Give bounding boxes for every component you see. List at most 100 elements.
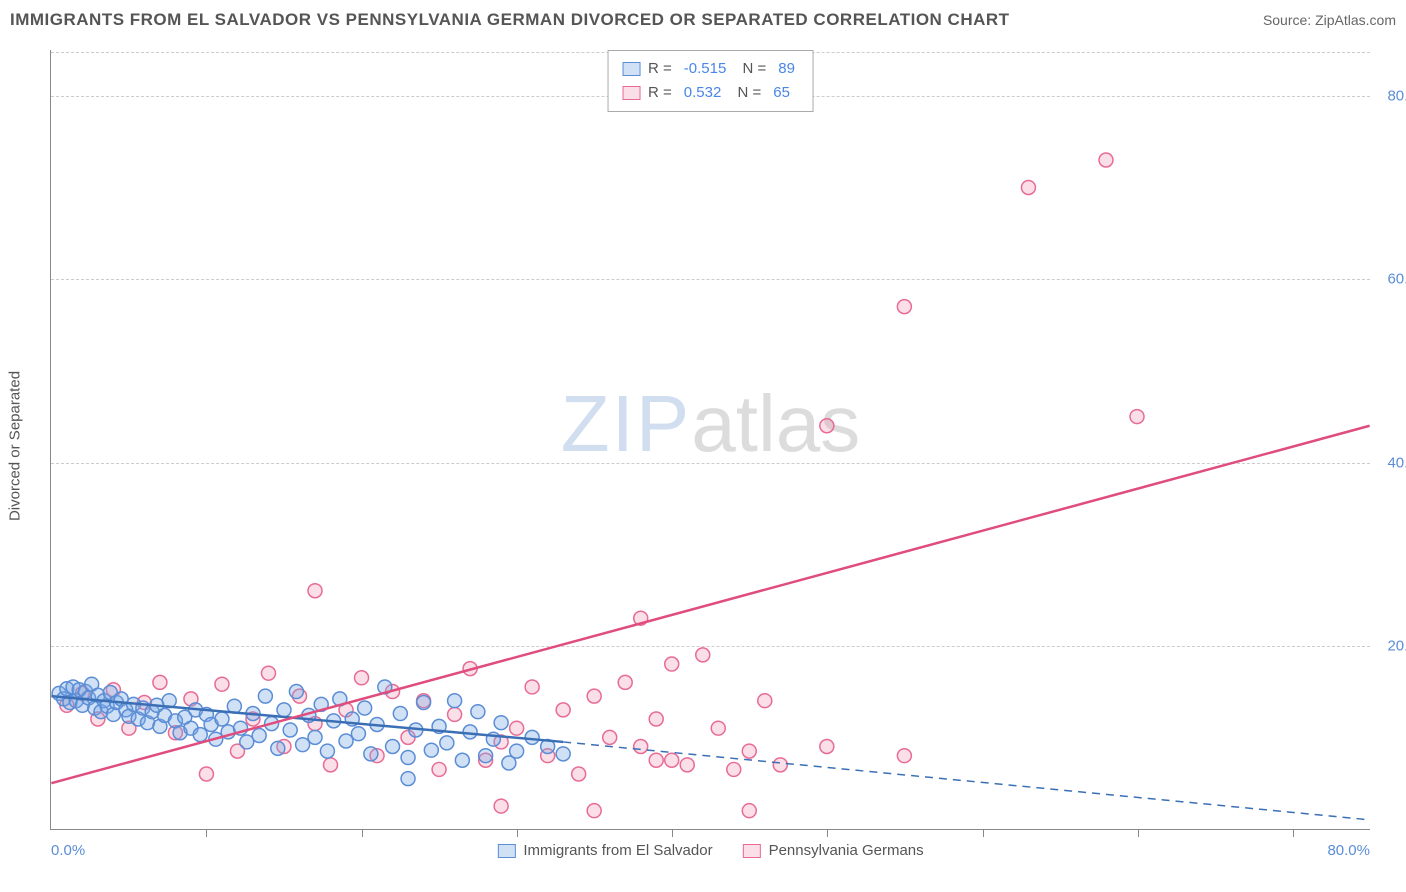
data-point <box>603 730 617 744</box>
data-point <box>727 762 741 776</box>
x-tick <box>1138 829 1139 837</box>
data-point <box>455 753 469 767</box>
data-point <box>440 736 454 750</box>
data-point <box>649 712 663 726</box>
legend-swatch-blue <box>497 844 515 858</box>
x-tick <box>672 829 673 837</box>
x-tick <box>1293 829 1294 837</box>
y-tick-label: 80.0% <box>1387 87 1406 104</box>
data-point <box>556 747 570 761</box>
bottom-legend-item: Pennsylvania Germans <box>743 842 924 859</box>
legend-row: R = 0.532 N = 65 <box>622 81 799 105</box>
legend-swatch-pink <box>743 844 761 858</box>
data-point <box>680 758 694 772</box>
trend-line <box>51 426 1369 783</box>
data-point <box>308 730 322 744</box>
data-point <box>742 744 756 758</box>
data-point <box>417 696 431 710</box>
x-tick <box>517 829 518 837</box>
data-point <box>471 705 485 719</box>
data-point <box>283 723 297 737</box>
y-axis-label: Divorced or Separated <box>7 371 24 521</box>
data-point <box>324 758 338 772</box>
y-tick-label: 60.0% <box>1387 271 1406 288</box>
data-point <box>479 749 493 763</box>
data-point <box>355 671 369 685</box>
chart-source: Source: ZipAtlas.com <box>1263 12 1396 28</box>
plot-area: ZIPatlas R = -0.515 N = 89 R = 0.532 N =… <box>50 50 1370 830</box>
r-value-2: 0.532 <box>684 81 722 105</box>
data-point <box>665 753 679 767</box>
data-point <box>401 772 415 786</box>
x-tick <box>827 829 828 837</box>
n-value-2: 65 <box>773 81 790 105</box>
data-point <box>1099 153 1113 167</box>
x-tick <box>983 829 984 837</box>
data-point <box>494 716 508 730</box>
data-point <box>153 675 167 689</box>
legend-swatch-pink <box>622 86 640 100</box>
trend-line-dashed <box>563 742 1369 820</box>
data-point <box>742 804 756 818</box>
data-point <box>401 751 415 765</box>
data-point <box>758 694 772 708</box>
n-value-1: 89 <box>778 57 795 81</box>
r-value-1: -0.515 <box>684 57 727 81</box>
data-point <box>448 694 462 708</box>
data-point <box>525 730 539 744</box>
data-point <box>820 740 834 754</box>
data-point <box>711 721 725 735</box>
data-point <box>320 744 334 758</box>
data-point <box>289 685 303 699</box>
data-point <box>525 680 539 694</box>
data-point <box>618 675 632 689</box>
data-point <box>1130 410 1144 424</box>
data-point <box>556 703 570 717</box>
data-point <box>424 743 438 757</box>
data-point <box>271 741 285 755</box>
data-point <box>773 758 787 772</box>
data-point <box>897 300 911 314</box>
data-point <box>215 712 229 726</box>
legend-swatch-blue <box>622 62 640 76</box>
x-axis-min-label: 0.0% <box>51 842 85 859</box>
data-point <box>258 689 272 703</box>
legend-label: Immigrants from El Salvador <box>523 842 712 859</box>
data-point <box>587 689 601 703</box>
data-point <box>261 666 275 680</box>
data-point <box>696 648 710 662</box>
bottom-legend-item: Immigrants from El Salvador <box>497 842 712 859</box>
data-point <box>432 762 446 776</box>
legend-label: Pennsylvania Germans <box>769 842 924 859</box>
data-point <box>634 740 648 754</box>
data-point <box>448 707 462 721</box>
data-point <box>1021 180 1035 194</box>
data-point <box>393 707 407 721</box>
data-point <box>820 419 834 433</box>
data-point <box>364 747 378 761</box>
data-point <box>193 728 207 742</box>
data-point <box>308 584 322 598</box>
data-point <box>649 753 663 767</box>
data-point <box>252 729 266 743</box>
x-tick <box>362 829 363 837</box>
chart-header: IMMIGRANTS FROM EL SALVADOR VS PENNSYLVA… <box>0 0 1406 40</box>
x-axis-max-label: 80.0% <box>1327 842 1370 859</box>
correlation-legend: R = -0.515 N = 89 R = 0.532 N = 65 <box>607 50 814 112</box>
x-tick <box>206 829 207 837</box>
legend-row: R = -0.515 N = 89 <box>622 57 799 81</box>
data-point <box>463 725 477 739</box>
data-point <box>358 701 372 715</box>
bottom-legend: Immigrants from El Salvador Pennsylvania… <box>497 842 923 859</box>
data-point <box>199 767 213 781</box>
data-point <box>572 767 586 781</box>
y-tick-label: 20.0% <box>1387 638 1406 655</box>
data-point <box>494 799 508 813</box>
data-point <box>277 703 291 717</box>
data-point <box>215 677 229 691</box>
data-point <box>339 734 353 748</box>
data-point <box>510 744 524 758</box>
data-point <box>510 721 524 735</box>
chart-title: IMMIGRANTS FROM EL SALVADOR VS PENNSYLVA… <box>10 10 1010 30</box>
data-point <box>296 738 310 752</box>
